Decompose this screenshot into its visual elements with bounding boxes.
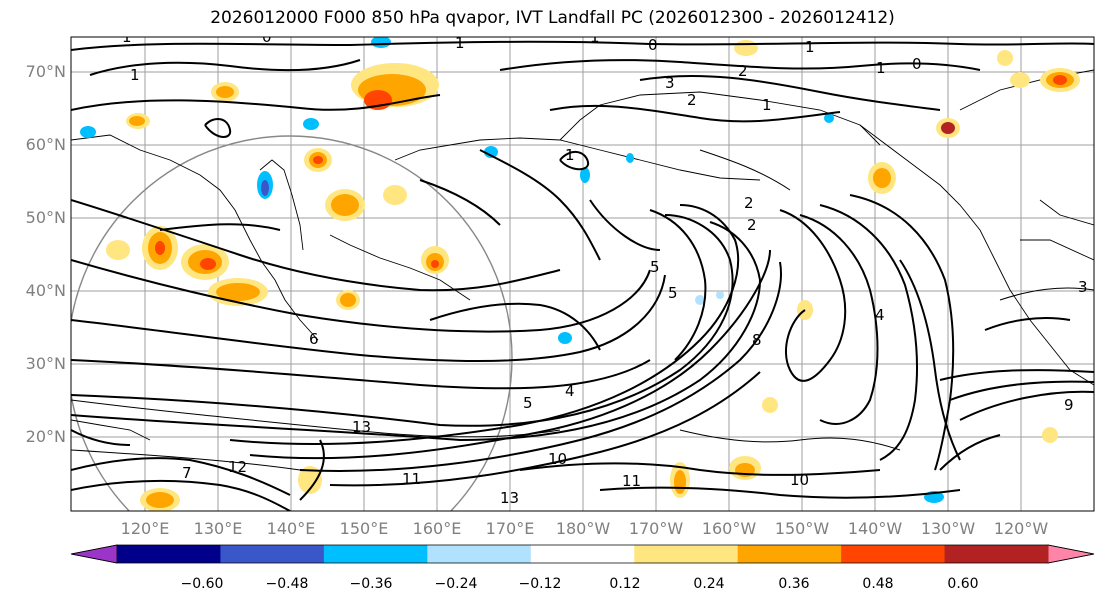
contour-labels: 1 1 0 1 1 0 1 2 3 2 1 1 0 1 2 2 4 5 4 6 … (122, 28, 1088, 507)
contour-label: 0 (262, 28, 272, 46)
contour-label: 5 (668, 284, 678, 302)
contour-label: 3 (665, 74, 675, 92)
contour-label: 3 (1078, 278, 1088, 296)
contour-label: 13 (352, 418, 371, 436)
colorbar-tick-label: 0.24 (693, 576, 725, 592)
contour-label: 1 (122, 28, 132, 46)
graticule (71, 37, 1094, 511)
lon-label: 140°W (847, 519, 903, 538)
colorbar-segment (634, 545, 739, 563)
colorbar-outline (70, 544, 1095, 564)
contour-label: 12 (228, 458, 247, 476)
ivt-contours-thin (71, 149, 1094, 471)
contour-label: 5 (650, 258, 660, 276)
contour-label: 9 (1064, 396, 1074, 414)
colorbar-tick-label: 0.36 (778, 576, 810, 592)
colorbar-tick-label: −0.12 (518, 576, 562, 592)
contour-label: 1 (455, 34, 465, 52)
contour-label: 4 (875, 306, 885, 324)
contour-label: 1 (876, 59, 886, 77)
lon-label: 120°E (120, 519, 170, 538)
contour-label: 11 (402, 470, 421, 488)
contour-label: 6 (309, 330, 319, 348)
colorbar-tick-label: −0.48 (265, 576, 309, 592)
lon-label: 180°W (555, 519, 611, 538)
contour-label: 2 (744, 194, 754, 212)
lat-label: 20°N (25, 427, 66, 446)
lon-label: 150°E (339, 519, 389, 538)
contour-label: 13 (500, 489, 519, 507)
lat-label: 70°N (25, 62, 66, 81)
lat-label: 30°N (25, 354, 66, 373)
colorbar-segment (737, 545, 842, 563)
lon-label: 120°W (993, 519, 1049, 538)
lon-label: 170°E (485, 519, 535, 538)
colorbar-tick-label: 0.12 (609, 576, 641, 592)
contour-label: 1 (805, 38, 815, 56)
contour-label: 8 (752, 331, 762, 349)
lon-label: 150°W (774, 519, 830, 538)
map-frame (70, 36, 1095, 512)
colorbar-segment (841, 545, 946, 563)
qvapor-fill (80, 37, 1080, 511)
contour-label: 1 (130, 66, 140, 84)
contour-label: 11 (622, 472, 641, 490)
lon-label: 160°E (412, 519, 462, 538)
contour-label: 1 (762, 96, 772, 114)
colorbar-tick-label: 0.60 (947, 576, 979, 592)
lat-label: 60°N (25, 135, 66, 154)
lon-label: 140°E (266, 519, 316, 538)
colorbar-tick-label: −0.60 (180, 576, 224, 592)
colorbar-tick-label: 0.48 (862, 576, 894, 592)
colorbar-arrow-max (1047, 544, 1095, 564)
landfall-radius-circle (71, 135, 513, 511)
lat-label: 40°N (25, 281, 66, 300)
lon-label: 130°W (920, 519, 976, 538)
colorbar-segment (530, 545, 635, 563)
contour-label: 0 (912, 55, 922, 73)
colorbar-segment (117, 545, 221, 563)
colorbar-tick-label: −0.36 (349, 576, 393, 592)
contour-label: 10 (548, 450, 567, 468)
lon-label: 170°W (628, 519, 684, 538)
contour-label: 0 (648, 36, 658, 54)
coastlines (71, 69, 1094, 441)
colorbar-segment (944, 545, 1049, 563)
colorbar-segment (220, 545, 325, 563)
colorbar-arrow-min (70, 544, 118, 564)
contour-label: 7 (182, 464, 192, 482)
lon-label: 160°W (701, 519, 757, 538)
lat-label: 50°N (25, 208, 66, 227)
colorbar-tick-label: −0.24 (434, 576, 478, 592)
colorbar-segment (323, 545, 428, 563)
contour-label: 5 (523, 394, 533, 412)
contour-label: 2 (738, 62, 748, 80)
contour-label: 4 (565, 382, 575, 400)
colorbar (70, 544, 1095, 564)
map-title: 2026012000 F000 850 hPa qvapor, IVT Land… (210, 8, 895, 28)
contour-label: 2 (687, 91, 697, 109)
contour-label: 1 (565, 146, 575, 164)
contour-label: 10 (790, 471, 809, 489)
ivt-contours (71, 40, 1094, 511)
contour-label: 1 (590, 28, 600, 46)
lon-label: 130°E (193, 519, 243, 538)
contour-label: 2 (747, 216, 757, 234)
colorbar-segment (427, 545, 532, 563)
